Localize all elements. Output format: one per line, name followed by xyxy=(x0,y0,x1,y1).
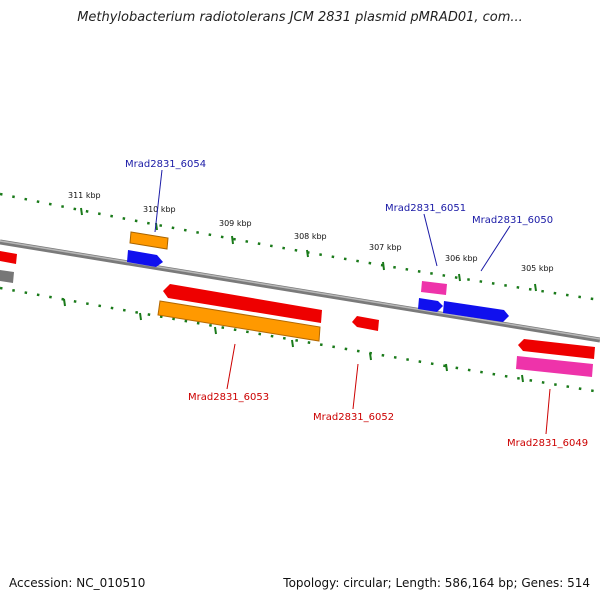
gene-feature-mrad2831-6054-blue xyxy=(127,250,163,267)
gene-feature-mrad2831-6053-red xyxy=(163,284,322,323)
genome-backbone xyxy=(0,239,600,343)
gene-feature-mrad2831-6049-red xyxy=(518,339,595,359)
topology-label: Topology: circular; Length: 586,164 bp; … xyxy=(283,576,590,590)
major-tick xyxy=(231,235,234,245)
kbp-label: 308 kbp xyxy=(294,232,327,241)
kbp-label: 305 kbp xyxy=(521,264,554,273)
gene-feature-mrad2831-6053-orange xyxy=(157,300,321,342)
gene-feature-mrad2831-6049-pink xyxy=(516,356,593,377)
major-tick xyxy=(382,261,385,271)
inner-tick-track xyxy=(0,286,600,394)
leader-line-6054 xyxy=(154,169,163,233)
major-tick xyxy=(80,207,83,216)
major-tick xyxy=(306,249,309,258)
gene-feature-mrad2831-6050 xyxy=(443,301,509,322)
gene-feature-left-red-top xyxy=(0,251,17,264)
gene-label-6050: Mrad2831_6050 xyxy=(472,215,553,226)
gene-label-6052: Mrad2831_6052 xyxy=(313,412,394,423)
leader-line-6050 xyxy=(480,225,511,272)
gene-label-6054: Mrad2831_6054 xyxy=(125,159,206,170)
kbp-label: 307 kbp xyxy=(369,243,402,252)
gene-label-6053: Mrad2831_6053 xyxy=(188,392,269,403)
gene-label-6051: Mrad2831_6051 xyxy=(385,203,466,214)
leader-line-6049 xyxy=(545,388,551,435)
leader-line-6052 xyxy=(352,363,359,410)
gene-label-6049: Mrad2831_6049 xyxy=(507,438,588,449)
inner-major-tick xyxy=(63,298,66,307)
leader-line-6051 xyxy=(423,213,438,267)
map-title: Methylobacterium radiotolerans JCM 2831 … xyxy=(77,10,523,25)
major-tick xyxy=(534,283,537,292)
gene-feature-mrad2831-6051 xyxy=(421,281,447,295)
major-tick xyxy=(458,273,461,282)
gene-feature-mrad2831-6054-orange xyxy=(129,231,169,250)
inner-major-tick xyxy=(214,326,217,335)
gene-feature-mrad2831-6052 xyxy=(352,316,379,331)
inner-major-ticks xyxy=(63,298,524,383)
kbp-label: 306 kbp xyxy=(445,254,478,263)
genome-backbone-highlight xyxy=(0,240,600,340)
kbp-label: 311 kbp xyxy=(68,191,101,200)
inner-major-tick xyxy=(369,352,372,361)
accession-label: Accession: NC_010510 xyxy=(9,576,146,590)
leader-line-6053 xyxy=(226,343,236,390)
kbp-label: 309 kbp xyxy=(219,219,252,228)
kbp-label: 310 kbp xyxy=(143,205,176,214)
inner-major-tick xyxy=(291,339,294,348)
gene-feature-blue-306 xyxy=(418,298,443,312)
outer-tick-track xyxy=(0,192,600,302)
inner-major-tick xyxy=(139,312,142,321)
major-ticks xyxy=(80,207,537,292)
inner-major-tick xyxy=(445,363,448,372)
inner-major-tick xyxy=(521,374,524,383)
gene-feature-left-gray xyxy=(0,270,14,283)
